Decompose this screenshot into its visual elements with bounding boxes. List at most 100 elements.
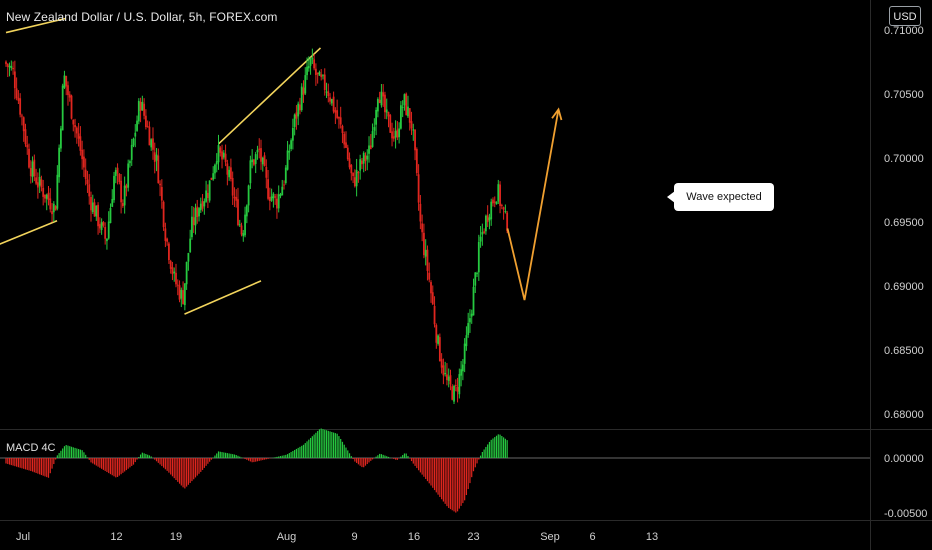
candle-body xyxy=(361,160,363,165)
candle-body xyxy=(178,285,181,300)
candle-body xyxy=(490,201,493,220)
price-tick-label: 0.68000 xyxy=(884,409,924,421)
candle-body xyxy=(366,155,369,160)
candle-body xyxy=(300,86,303,111)
candle-body xyxy=(90,197,92,211)
candle-body xyxy=(284,167,287,184)
candle-body xyxy=(408,108,411,123)
candle-body xyxy=(58,147,61,178)
price-axis[interactable]: 0.71000 0.70500 0.70000 0.69500 0.69000 0.685… xyxy=(884,25,924,421)
candle-body xyxy=(461,364,464,372)
candle-body xyxy=(169,261,172,269)
candle-body xyxy=(157,155,160,184)
candle-body xyxy=(419,203,422,222)
candle-body xyxy=(332,96,335,112)
candle-body xyxy=(410,121,413,129)
candle-body xyxy=(104,226,107,239)
candle-body xyxy=(247,185,250,206)
candle-body xyxy=(237,199,239,225)
candle-body xyxy=(323,74,326,91)
candle-body xyxy=(389,115,392,133)
trend-line[interactable] xyxy=(217,47,322,145)
candle-body xyxy=(460,369,463,376)
candle-body xyxy=(86,179,89,184)
projection-line[interactable] xyxy=(506,109,560,301)
candle-body xyxy=(13,71,16,89)
candle-body xyxy=(384,94,386,113)
macd-indicator-label[interactable]: MACD 4C xyxy=(6,442,56,454)
candle-body xyxy=(21,115,23,117)
candle-body xyxy=(84,169,87,179)
candle-body xyxy=(446,374,448,380)
candle-body xyxy=(100,222,103,231)
candle-body xyxy=(143,103,146,116)
currency-badge[interactable]: USD xyxy=(889,6,921,26)
candle-body xyxy=(228,169,231,178)
time-tick-label: 16 xyxy=(408,531,420,543)
candle-body xyxy=(293,114,296,127)
candle-body xyxy=(192,217,195,225)
price-tick-label: 0.71000 xyxy=(884,25,924,37)
candle-body xyxy=(187,253,190,262)
candle-body xyxy=(116,167,119,174)
price-tick-label: 0.70500 xyxy=(884,89,924,101)
candle-body xyxy=(194,208,197,226)
candle-body xyxy=(242,233,245,237)
candle-body xyxy=(97,204,99,227)
candle-body xyxy=(407,106,409,117)
time-axis[interactable]: Jul 12 19 Aug 9 16 23 Sep 6 13 xyxy=(16,531,658,543)
candle-body xyxy=(74,125,76,128)
projection-path[interactable] xyxy=(506,107,563,301)
candle-body xyxy=(47,192,50,200)
candle-body xyxy=(28,148,30,168)
wave-expected-annotation[interactable]: Wave expected xyxy=(674,183,774,211)
candle-body xyxy=(330,99,333,104)
candle-body xyxy=(38,176,41,186)
candle-body xyxy=(373,127,376,131)
candle-body xyxy=(17,97,20,101)
candle-body xyxy=(336,110,339,118)
candle-body xyxy=(320,74,323,78)
candle-body xyxy=(217,145,220,163)
candle-body xyxy=(68,94,71,98)
candle-body xyxy=(123,185,126,206)
candle-body xyxy=(198,208,200,217)
candle-body xyxy=(168,243,170,261)
candle-body xyxy=(120,180,123,203)
candle-body xyxy=(221,151,223,160)
time-tick-label: 12 xyxy=(110,531,122,543)
candle-body xyxy=(129,161,131,164)
candle-body xyxy=(334,110,337,113)
candle-body xyxy=(375,109,378,125)
candle-body xyxy=(10,66,13,68)
trend-line[interactable] xyxy=(5,17,66,34)
candle-body xyxy=(245,205,248,217)
trend-line[interactable] xyxy=(184,280,262,315)
candle-body xyxy=(357,172,360,174)
candle-body xyxy=(95,205,98,217)
candle-body xyxy=(127,163,130,188)
candle-body xyxy=(465,335,468,347)
candle-body xyxy=(214,164,216,174)
candle-body xyxy=(341,125,344,134)
macd-axis[interactable]: 0.00000 -0.00500 xyxy=(884,453,927,520)
trend-lines[interactable] xyxy=(0,17,322,315)
candle-body xyxy=(382,92,385,97)
candle-body xyxy=(208,180,211,201)
candle-body xyxy=(368,145,370,154)
candle-body xyxy=(279,194,282,197)
candle-body xyxy=(350,165,353,174)
candle-body xyxy=(171,267,174,275)
candle-body xyxy=(5,61,7,65)
time-tick-label: 19 xyxy=(170,531,182,543)
trend-line[interactable] xyxy=(0,219,58,245)
candle-body xyxy=(106,238,108,242)
price-tick-label: 0.69000 xyxy=(884,281,924,293)
candle-body xyxy=(88,184,91,197)
time-tick-label: Aug xyxy=(277,531,297,543)
symbol-title: New Zealand Dollar / U.S. Dollar, 5h, FO… xyxy=(6,10,278,24)
candle-body xyxy=(182,290,184,304)
candle-body xyxy=(166,238,169,242)
